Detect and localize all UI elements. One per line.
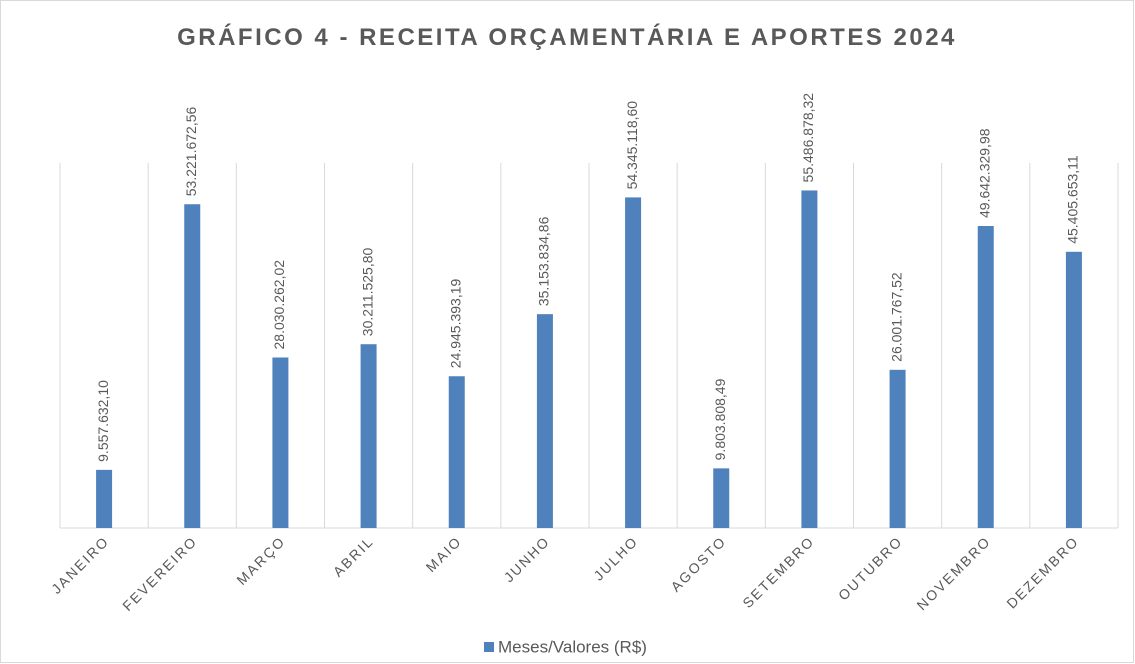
data-label: 45.405.653,11 — [1065, 155, 1081, 244]
bar — [713, 468, 730, 528]
bar — [889, 369, 906, 528]
bar — [1065, 251, 1082, 528]
bar — [536, 314, 553, 528]
bar — [96, 469, 113, 528]
data-label: 28.030.262,02 — [271, 260, 287, 350]
bar — [977, 226, 994, 528]
bar — [184, 204, 201, 528]
data-label: 30.211.525,80 — [359, 248, 375, 337]
legend-swatch — [484, 642, 494, 652]
data-label: 9.557.632,10 — [95, 380, 111, 462]
bar — [625, 197, 642, 529]
legend-label: Meses/Valores (R$) — [498, 637, 647, 656]
chart-title: GRÁFICO 4 - RECEITA ORÇAMENTÁRIA E APORT… — [177, 23, 957, 51]
data-label: 24.945.393,19 — [447, 279, 463, 369]
data-label: 54.345.118,60 — [624, 101, 640, 190]
data-label: 9.803.808,49 — [712, 378, 728, 460]
data-label: 53.221.672,56 — [183, 106, 199, 196]
data-label: 49.642.329,98 — [976, 128, 992, 218]
data-label: 55.486.878,32 — [800, 93, 816, 183]
bar — [801, 190, 818, 528]
data-label: 35.153.834,86 — [536, 216, 552, 306]
bar — [360, 344, 377, 528]
bar — [448, 376, 465, 528]
data-label: 26.001.767,52 — [888, 272, 904, 362]
bar — [272, 357, 289, 528]
